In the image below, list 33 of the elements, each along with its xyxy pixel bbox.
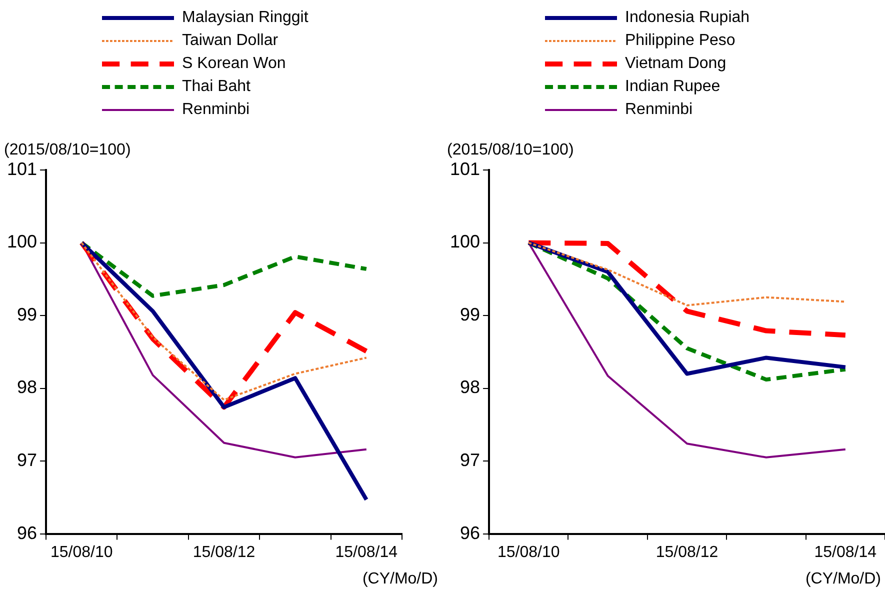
y-tick-label: 99 [17, 304, 38, 324]
legend-label: Taiwan Dollar [182, 32, 278, 50]
legend-label: Vietnam Dong [625, 54, 726, 72]
y-tick-label: 96 [17, 522, 38, 543]
y-tick-label: 101 [450, 158, 480, 179]
x-tick-label: 15/08/14 [335, 544, 398, 561]
x-tick-label: 15/08/12 [192, 544, 256, 561]
legend-label: Renminbi [182, 100, 250, 118]
legend-label: Indian Rupee [625, 78, 720, 96]
y-tick-label: 101 [6, 158, 38, 179]
x-axis-title: (CY/Mo/D) [362, 570, 438, 588]
y-tick-label: 100 [6, 232, 38, 252]
y-tick-label: 98 [460, 377, 480, 398]
x-axis-title: (CY/Mo/D) [805, 570, 881, 588]
y-tick-label: 100 [450, 232, 480, 252]
legend-label: Renminbi [625, 100, 693, 118]
line-series [528, 242, 846, 306]
y-tick-label: 98 [17, 377, 38, 398]
legend-label: Philippine Peso [625, 32, 736, 50]
y-axis-title: (2015/08/10=100) [4, 141, 131, 158]
x-tick-label: 15/08/10 [497, 544, 560, 561]
legend-label: S Korean Won [182, 54, 286, 72]
y-tick-label: 97 [460, 450, 480, 470]
y-axis-title: (2015/08/10=100) [447, 141, 574, 158]
legend-label: Malaysian Ringgit [182, 8, 308, 26]
x-tick-label: 15/08/14 [814, 544, 877, 561]
y-tick-label: 97 [17, 450, 38, 470]
x-tick-label: 15/08/12 [656, 544, 718, 561]
y-tick-label: 99 [460, 304, 480, 324]
legend-label: Thai Baht [182, 78, 250, 96]
y-tick-label: 96 [460, 522, 480, 543]
x-tick-label: 15/08/10 [50, 544, 113, 561]
legend-label: Indonesia Rupiah [625, 8, 750, 26]
